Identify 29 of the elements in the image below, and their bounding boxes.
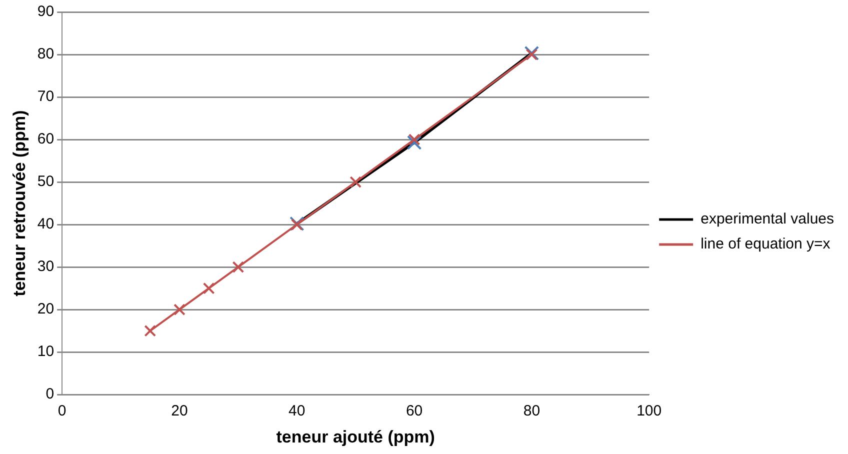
y-tick-label: 0: [46, 386, 54, 403]
x-tick-label: 20: [171, 402, 188, 420]
point: [174, 304, 186, 316]
point: [526, 48, 538, 60]
y-tick-label: 80: [37, 46, 54, 63]
y-tick-label: 90: [37, 3, 54, 20]
y-tick-label: 60: [37, 130, 54, 148]
y-tick-label: 10: [37, 343, 54, 360]
x-axis-title: teneur ajouté (ppm): [276, 427, 435, 446]
point: [232, 261, 244, 274]
y-tick-label: 20: [37, 300, 54, 318]
y-axis-title: teneur retrouvée (ppm): [10, 110, 29, 296]
point: [408, 134, 420, 146]
x-tick-label: 0: [58, 402, 66, 420]
point: [144, 324, 156, 337]
legend-label: line of equation y=x: [700, 236, 831, 253]
x-tick-label: 60: [406, 402, 423, 420]
legend-label: experimental values: [700, 210, 834, 228]
y-tick-label: 30: [37, 258, 54, 276]
x-tick-label: 40: [288, 402, 306, 420]
y-tick-label: 50: [37, 173, 54, 190]
point: [350, 176, 362, 188]
y-tick-label: 40: [37, 216, 54, 233]
point: [406, 135, 422, 150]
point: [524, 46, 540, 61]
y-tick-label: 70: [37, 88, 54, 106]
point: [202, 282, 215, 294]
x-tick-label: 100: [636, 402, 662, 420]
x-tick-label: 80: [523, 402, 540, 420]
